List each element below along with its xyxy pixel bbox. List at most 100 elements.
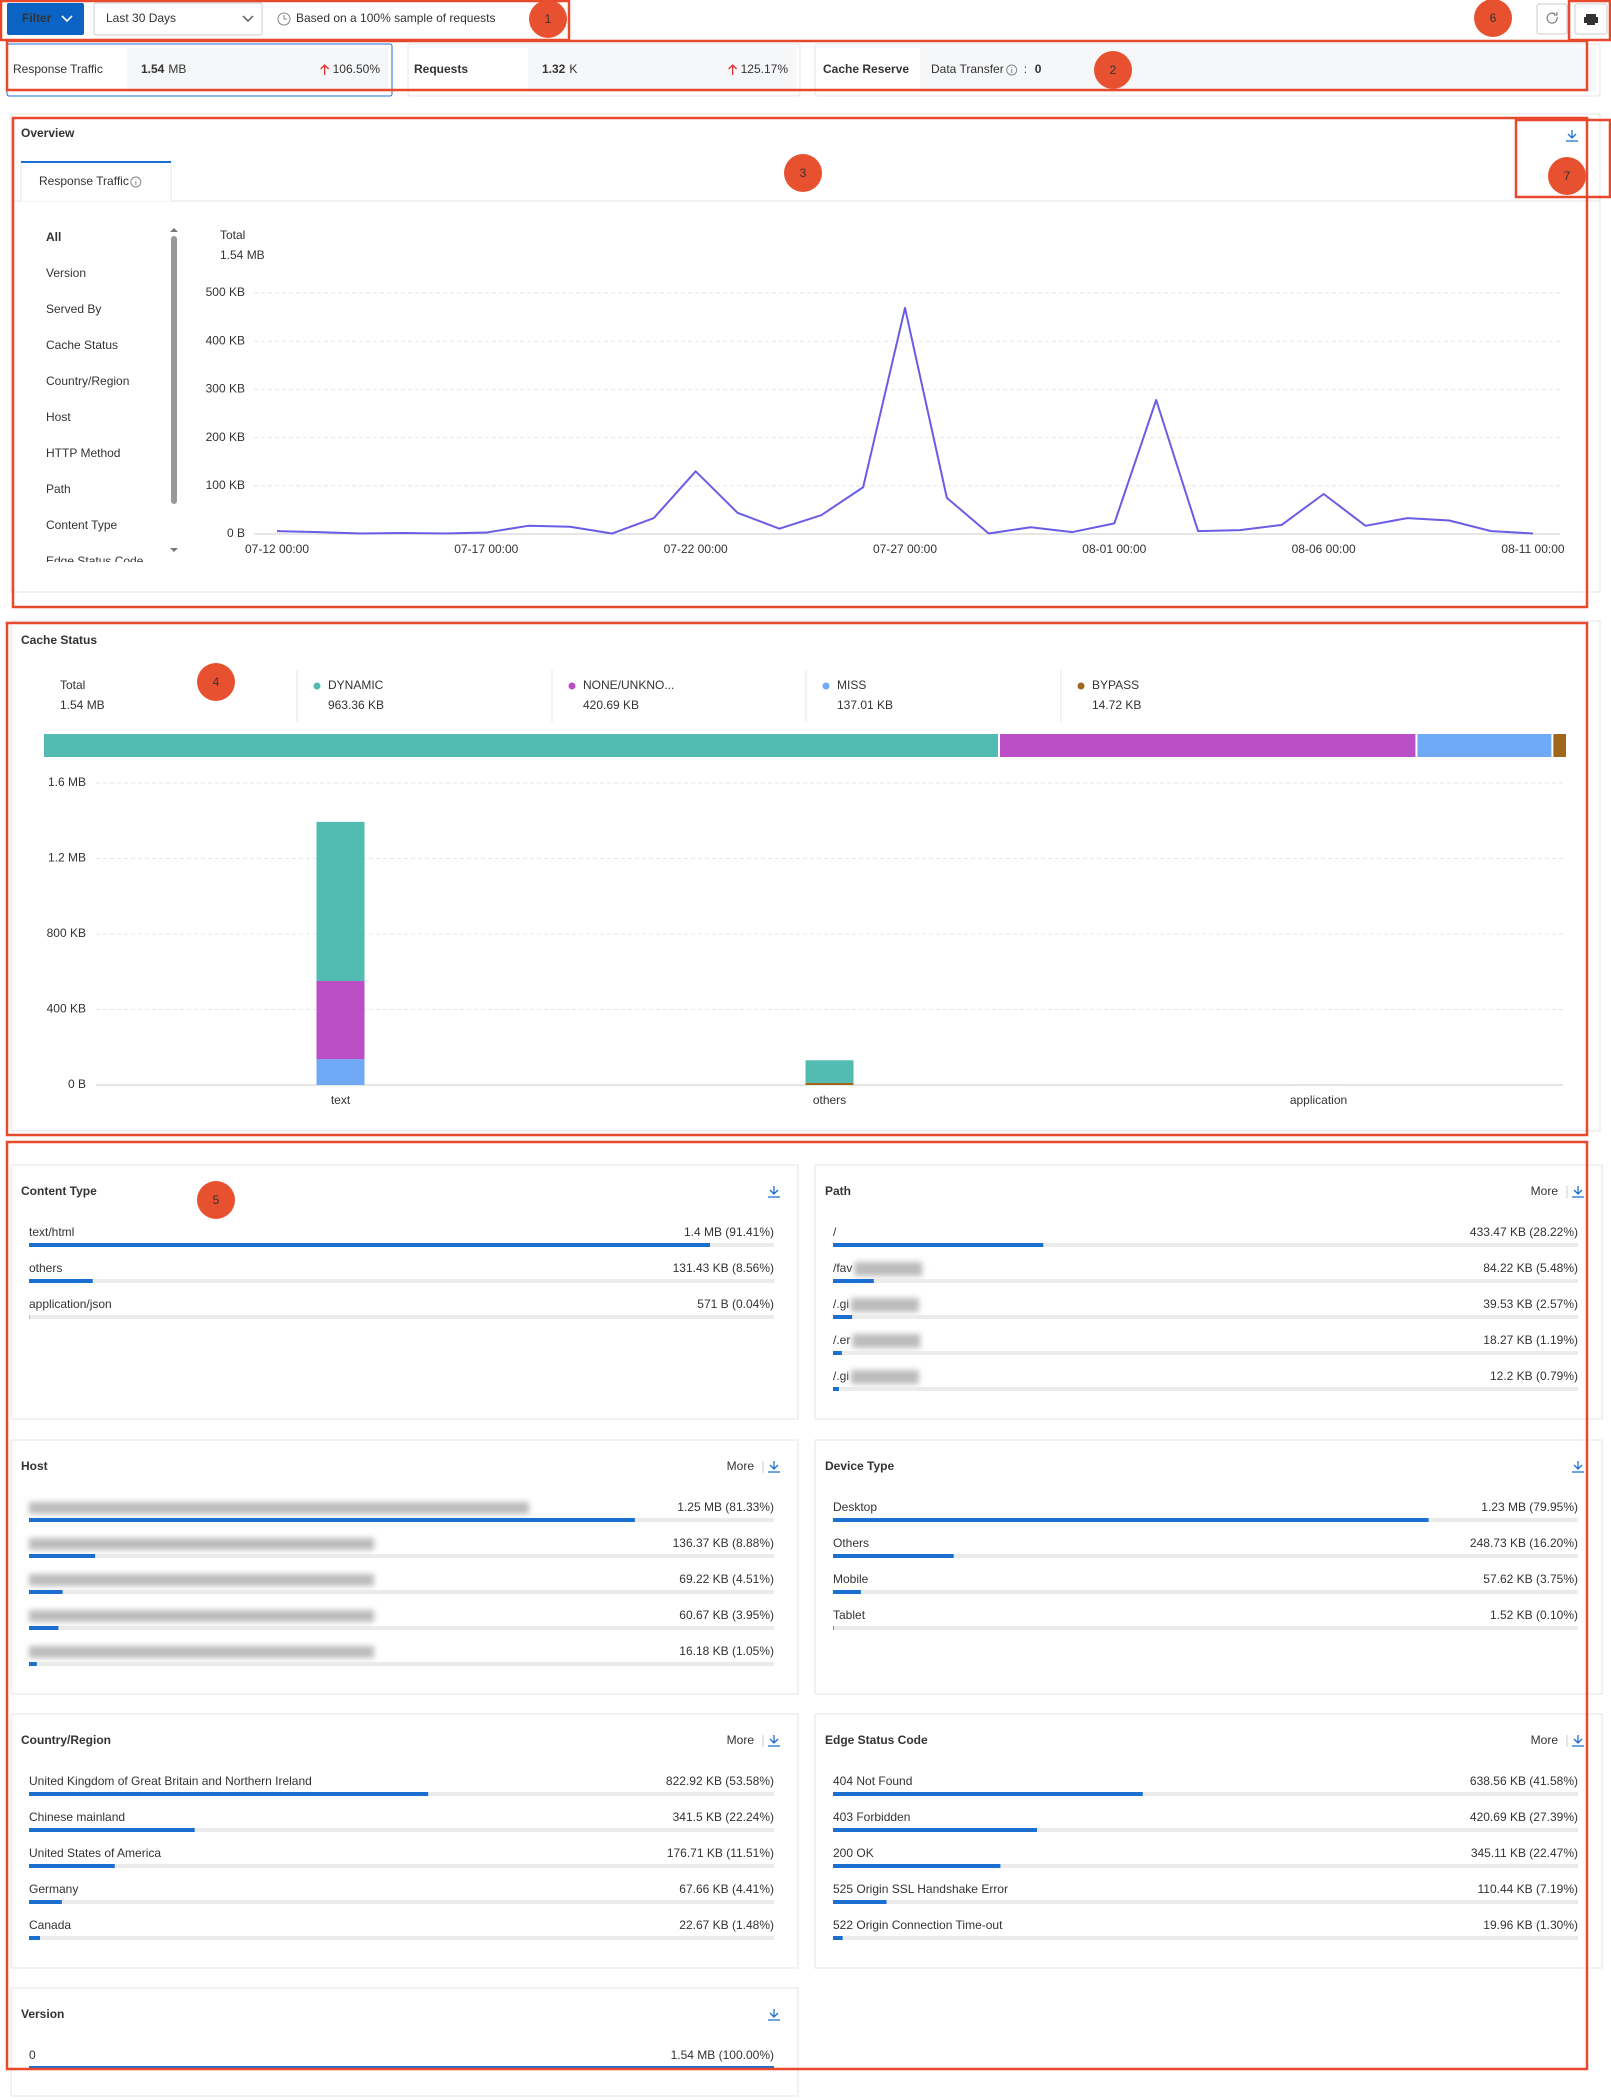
item-name: United States of America [29,1846,161,1860]
range-select[interactable] [93,2,263,36]
download-icon[interactable] [768,1461,780,1473]
share-bar [833,1387,839,1391]
refresh-icon [1546,12,1558,24]
more-link[interactable]: More [1531,1184,1559,1198]
dimension-item[interactable]: HTTP Method [46,446,120,460]
chart-total-label: Total [220,228,245,242]
more-link[interactable]: More [727,1459,755,1473]
y-tick-label: 300 KB [206,382,245,396]
chart-total: 1.54 MB [220,248,265,262]
more-link[interactable]: More [727,1733,755,1747]
dimension-item[interactable]: Host [46,410,71,424]
share-bar [833,1936,843,1940]
bar-track [29,1626,774,1630]
y-tick-label: 200 KB [206,430,245,444]
refresh-button[interactable] [1536,3,1568,35]
item-value: 176.71 KB (11.51%) [667,1846,774,1860]
bar-track [29,1554,774,1558]
panel-title: Cache Status [21,633,97,647]
y-tick-label: 0 B [68,1077,86,1091]
legend-label: BYPASS [1092,678,1139,692]
redacted-text [29,1610,374,1622]
item-name: 404 Not Found [833,1774,912,1788]
item-value: 22.67 KB (1.48%) [679,1918,774,1932]
legend-dot [313,682,321,690]
share-bar [833,1626,834,1630]
dimension-item[interactable]: Version [46,266,86,280]
annotation-number: 4 [213,675,220,689]
item-name: /.gi [833,1297,849,1311]
x-tick-label: 08-01 00:00 [1082,542,1146,556]
bar-track [833,1792,1578,1796]
download-icon[interactable] [1572,1735,1584,1747]
dimension-item[interactable]: Cache Status [46,338,118,352]
metric-value-bg [528,48,796,92]
panel-title: Content Type [21,1184,97,1198]
annotation-number: 1 [545,12,552,26]
legend-label: NONE/UNKNO... [583,678,674,692]
arrow-up [320,64,330,75]
download-icon[interactable] [1572,1186,1584,1198]
y-tick-label: 800 KB [47,926,86,940]
metric-label: Response Traffic [13,62,103,76]
tab-label[interactable]: Response Traffic [39,174,129,188]
bar-track [29,1900,774,1904]
item-value: 1.25 MB (81.33%) [677,1500,774,1514]
ranking-panel [814,1713,1603,1969]
share-bar [833,1900,887,1904]
download-icon[interactable] [768,1186,780,1198]
summary-value: 137.01 KB [837,698,893,712]
share-bar [833,1518,1429,1522]
item-value: 1.4 MB (91.41%) [684,1225,774,1239]
chevron [61,15,73,23]
filter-button[interactable] [7,3,84,35]
item-name: Others [833,1536,869,1550]
y-tick-label: 400 KB [47,1002,86,1016]
dimension-item[interactable]: Served By [46,302,101,316]
bar-track [833,1828,1578,1832]
sample-note: Based on a 100% sample of requests [296,11,495,25]
y-tick-label: 1.6 MB [48,775,86,789]
item-name: Tablet [833,1608,866,1622]
x-tick-label: 07-27 00:00 [873,542,937,556]
download-icon[interactable] [768,1735,780,1747]
item-value: 84.22 KB (5.48%) [1483,1261,1578,1275]
item-value: 60.67 KB (3.95%) [679,1608,774,1622]
panel-title: Overview [21,126,75,140]
annotation-marker [529,0,567,38]
item-value: 638.56 KB (41.58%) [1470,1774,1578,1788]
x-tick-label: others [813,1093,846,1107]
legend-dot [568,682,576,690]
traffic-line [276,306,1534,535]
item-value: 69.22 KB (4.51%) [679,1572,774,1586]
share-bar [833,1864,1001,1868]
share-bar [29,1662,37,1666]
clock-icon [277,12,291,26]
bar-track [29,1279,774,1283]
item-name: Mobile [833,1572,869,1586]
share-bar [29,1243,711,1247]
share-bar [833,1243,1044,1247]
y-tick-label: 400 KB [206,333,245,347]
panel-title: Country/Region [21,1733,111,1747]
bar-track [833,1387,1578,1391]
download-icon[interactable] [1572,1461,1584,1473]
dimension-item[interactable]: All [46,230,61,244]
stacked-bar-segment [316,1059,365,1085]
download-icon[interactable] [1566,130,1578,142]
dimension-item[interactable]: Edge Status Code [46,554,144,568]
dimension-item[interactable]: Country/Region [46,374,129,388]
x-tick-label: 07-12 00:00 [245,542,309,556]
item-value: 822.92 KB (53.58%) [666,1774,774,1788]
dimension-item[interactable]: Content Type [46,518,117,532]
x-tick-label: 07-22 00:00 [664,542,728,556]
item-value: 19.96 KB (1.30%) [1483,1918,1578,1932]
more-link[interactable]: More [1531,1733,1559,1747]
dimension-item[interactable]: Path [46,482,71,496]
download-icon[interactable] [768,2009,780,2021]
item-name: United Kingdom of Great Britain and Nort… [29,1774,312,1788]
annotation-box [5,1140,1589,2071]
item-name: /fav [833,1261,852,1275]
item-name: 522 Origin Connection Time-out [833,1918,1003,1932]
